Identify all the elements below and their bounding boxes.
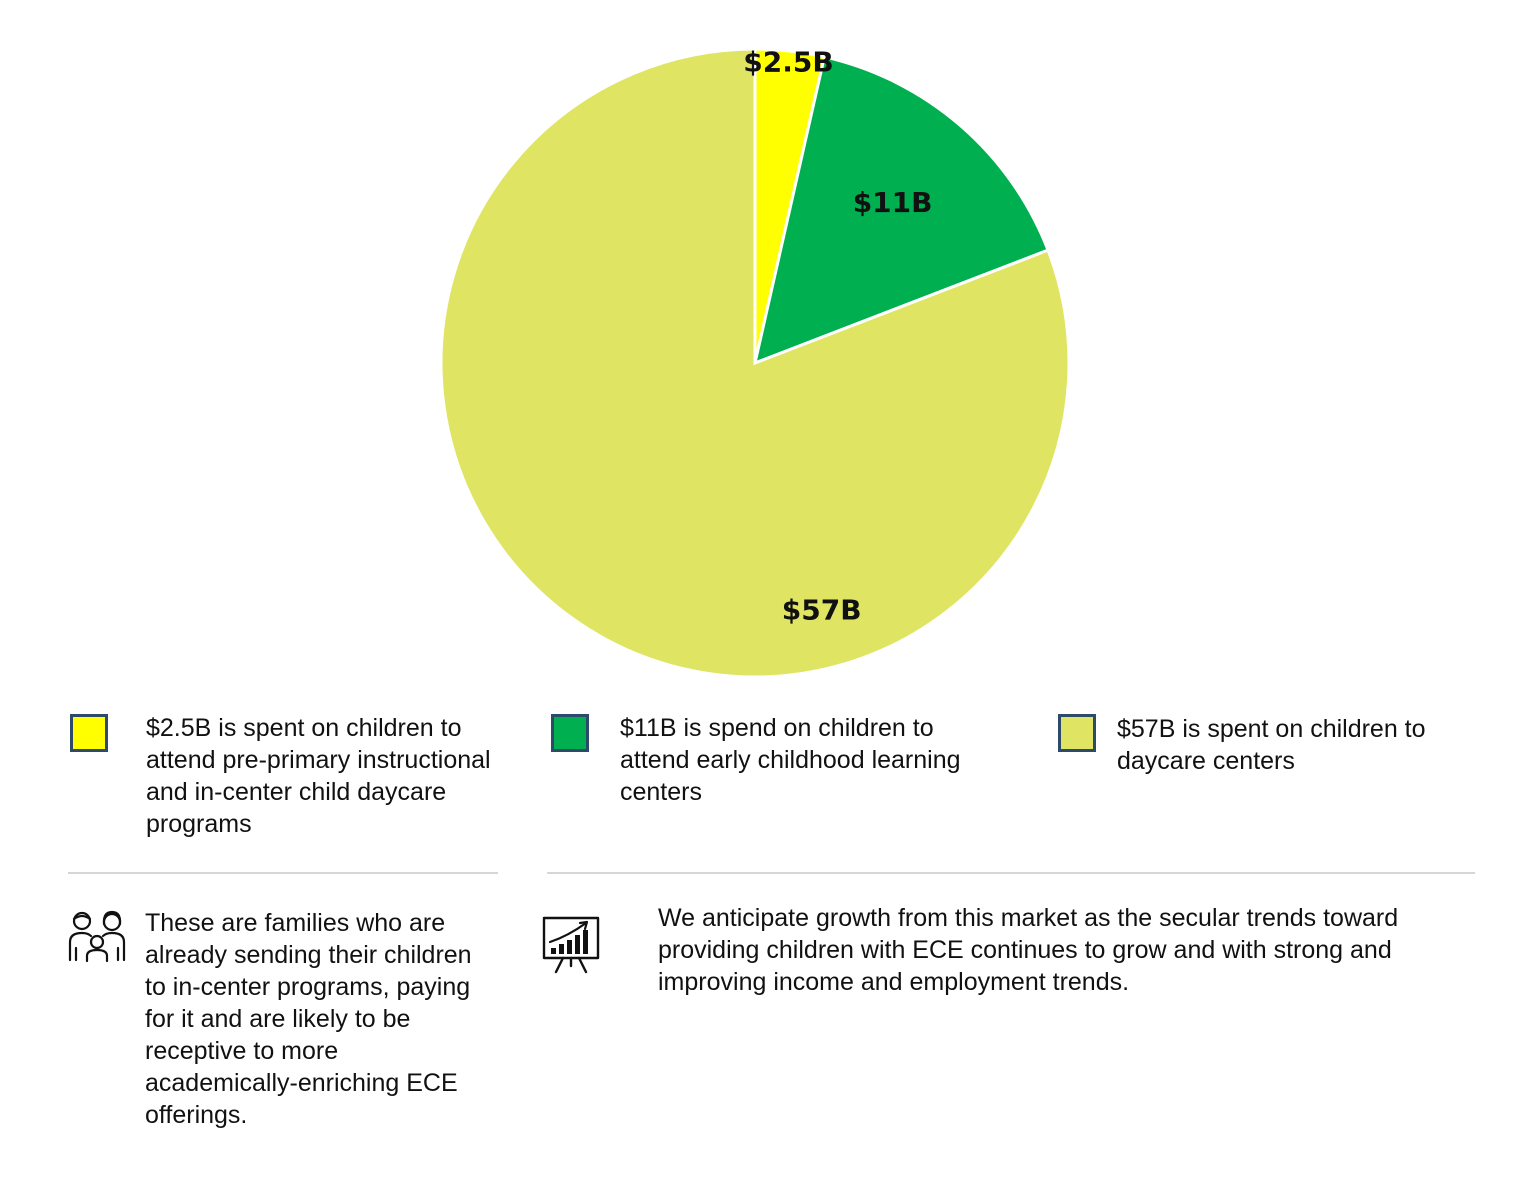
note-families-text: These are families who are already sendi… [145, 909, 472, 1129]
data-label-daycare-centers: $57B [782, 594, 862, 627]
divider-left [68, 872, 498, 874]
family-icon [68, 910, 126, 963]
pie-slice-learning-centers [752, 54, 1050, 366]
note-growth-text: We anticipate growth from this market as… [658, 904, 1399, 996]
legend-swatch-learning-centers [551, 714, 589, 752]
data-label-pre-primary: $2.5B [743, 45, 833, 78]
legend-text-learning-centers: $11B is spend on children to attend earl… [620, 714, 961, 806]
legend-swatch-daycare-centers [1058, 714, 1096, 752]
legend-swatch-pre-primary [70, 714, 108, 752]
legend-text-pre-primary: $2.5B is spent on children to attend pre… [146, 714, 491, 838]
data-label-learning-centers: $11B [853, 186, 933, 219]
divider-right [547, 872, 1475, 874]
legend-text-daycare-centers: $57B is spent on children to daycare cen… [1117, 715, 1426, 775]
pie-slice-daycare-centers [439, 47, 1071, 679]
growth-chart-icon [542, 916, 600, 974]
pie-chart: $2.5B $11B $57B [439, 45, 1071, 679]
